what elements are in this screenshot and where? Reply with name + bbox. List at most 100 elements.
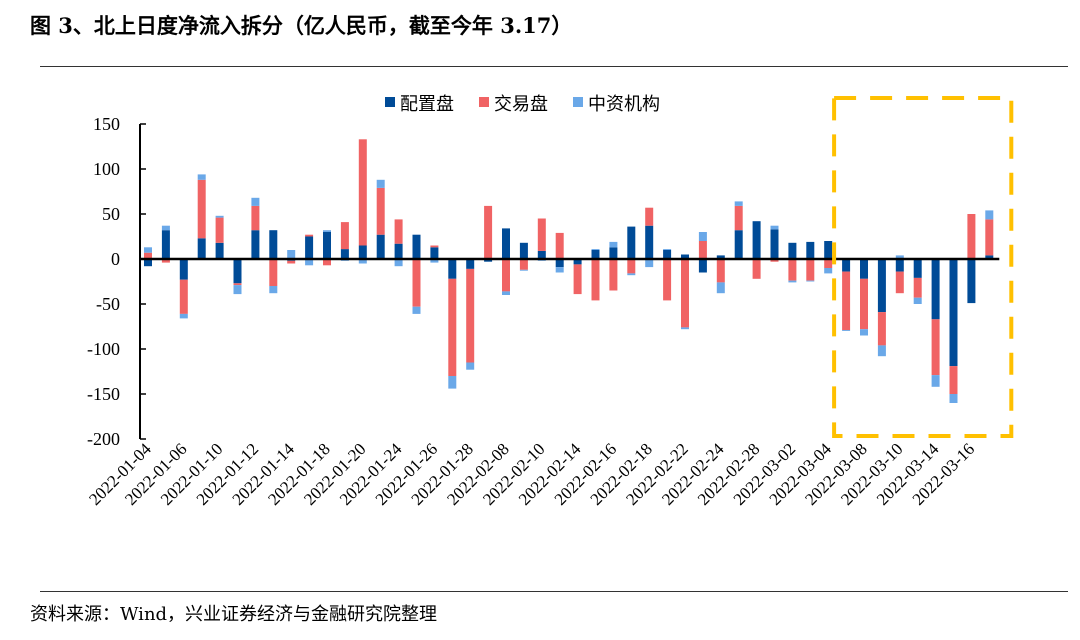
bar-segment	[233, 259, 242, 284]
bar-segment	[215, 215, 224, 218]
bar-segment	[305, 259, 314, 266]
bar-segment	[466, 268, 475, 363]
bar-segment	[609, 259, 618, 291]
bar-segment	[627, 273, 636, 276]
bar-segment	[376, 179, 385, 188]
bar-segment	[394, 243, 403, 259]
bar-segment	[806, 280, 815, 282]
bar-segment	[913, 259, 922, 278]
bar-segment	[967, 259, 976, 304]
bar-segment	[502, 228, 510, 259]
bar-segment	[537, 250, 546, 259]
bar-segment	[949, 394, 958, 403]
bar-segment	[591, 249, 600, 250]
bar-segment	[555, 267, 564, 273]
bar-segment	[161, 225, 170, 231]
bar-segment	[502, 259, 510, 292]
bar-segment	[144, 252, 152, 259]
bar-segment	[931, 319, 940, 376]
bar-segment	[287, 250, 296, 259]
bar-segment	[555, 232, 564, 259]
source-note: 资料来源：Wind，兴业证券经济与金融研究院整理	[30, 604, 438, 625]
bar-segment	[323, 230, 331, 232]
bottom-rule	[40, 591, 1068, 592]
bar-segment	[323, 232, 331, 259]
bar-segment	[860, 329, 868, 336]
bar-segment	[179, 279, 188, 314]
bar-segment	[179, 313, 188, 319]
bar-segment	[394, 259, 403, 267]
bar-segment	[251, 205, 260, 231]
bar-segment	[788, 259, 797, 281]
bar-segment	[734, 230, 743, 259]
bar-segment	[716, 282, 725, 294]
figure-title: 图 3、北上日度净流入拆分（亿人民币，截至今年 3.17）	[30, 13, 573, 38]
bar-segment	[412, 234, 421, 259]
bar-segment	[663, 250, 672, 259]
bar-segment	[430, 247, 439, 259]
bar-segment	[591, 259, 600, 301]
bar-segment	[448, 259, 457, 279]
y-tick-label: 50	[102, 204, 120, 224]
y-tick-label: -100	[87, 339, 120, 359]
legend-swatch	[385, 97, 395, 107]
bar-segment	[842, 330, 851, 331]
bar-segment	[770, 225, 779, 230]
bar-segment	[519, 242, 528, 259]
bar-segment	[233, 283, 242, 286]
bar-segment	[502, 291, 510, 295]
bar-segment	[161, 230, 170, 259]
bar-segment	[269, 286, 278, 294]
bar-segment	[698, 259, 707, 273]
bar-segment	[824, 268, 833, 274]
bar-segment	[430, 259, 439, 263]
bar-segment	[519, 259, 528, 270]
bar-segment	[340, 249, 349, 259]
bar-segment	[681, 327, 689, 330]
bar-segment	[197, 238, 206, 259]
bar-segment	[627, 226, 636, 259]
bar-segment	[931, 259, 940, 320]
bar-segment	[752, 259, 761, 279]
bar-segment	[806, 259, 815, 281]
bar-segment	[537, 218, 546, 251]
legend-label: 配置盘	[400, 94, 454, 114]
bar-segment	[860, 259, 868, 279]
bar-segment	[698, 232, 707, 241]
bar-segment	[949, 259, 958, 367]
bar-segment	[358, 139, 367, 246]
bar-segment	[197, 174, 206, 180]
bar-segment	[609, 241, 618, 248]
y-tick-label: 150	[93, 114, 120, 134]
bar-segment	[376, 187, 385, 235]
bar-segment	[323, 259, 331, 266]
bar-segment	[734, 201, 743, 206]
top-rule	[40, 66, 1068, 67]
bar-segment	[305, 236, 314, 259]
bar-segment	[770, 259, 779, 262]
bar-segment	[215, 217, 224, 243]
bar-segment	[877, 259, 886, 313]
legend-label: 中资机构	[588, 94, 660, 114]
bar-segment	[985, 219, 994, 256]
bar-segment	[931, 375, 940, 387]
bar-segment	[466, 362, 475, 370]
y-tick-label: 0	[111, 249, 120, 269]
bar-segment	[179, 259, 188, 280]
bar-segment	[251, 197, 260, 206]
bar-segment	[376, 234, 385, 259]
bar-segment	[716, 259, 725, 283]
bar-segment	[985, 210, 994, 220]
bar-segment	[913, 297, 922, 304]
bar-segment	[877, 312, 886, 346]
bar-segment	[412, 259, 421, 307]
bar-segment	[269, 259, 278, 286]
bar-segment	[484, 205, 493, 259]
bar-segment	[788, 280, 797, 283]
bar-segment	[448, 278, 457, 376]
bar-segment	[484, 259, 493, 262]
bar-segment	[645, 207, 654, 226]
y-tick-label: -200	[87, 429, 120, 449]
bar-segment	[519, 269, 528, 271]
